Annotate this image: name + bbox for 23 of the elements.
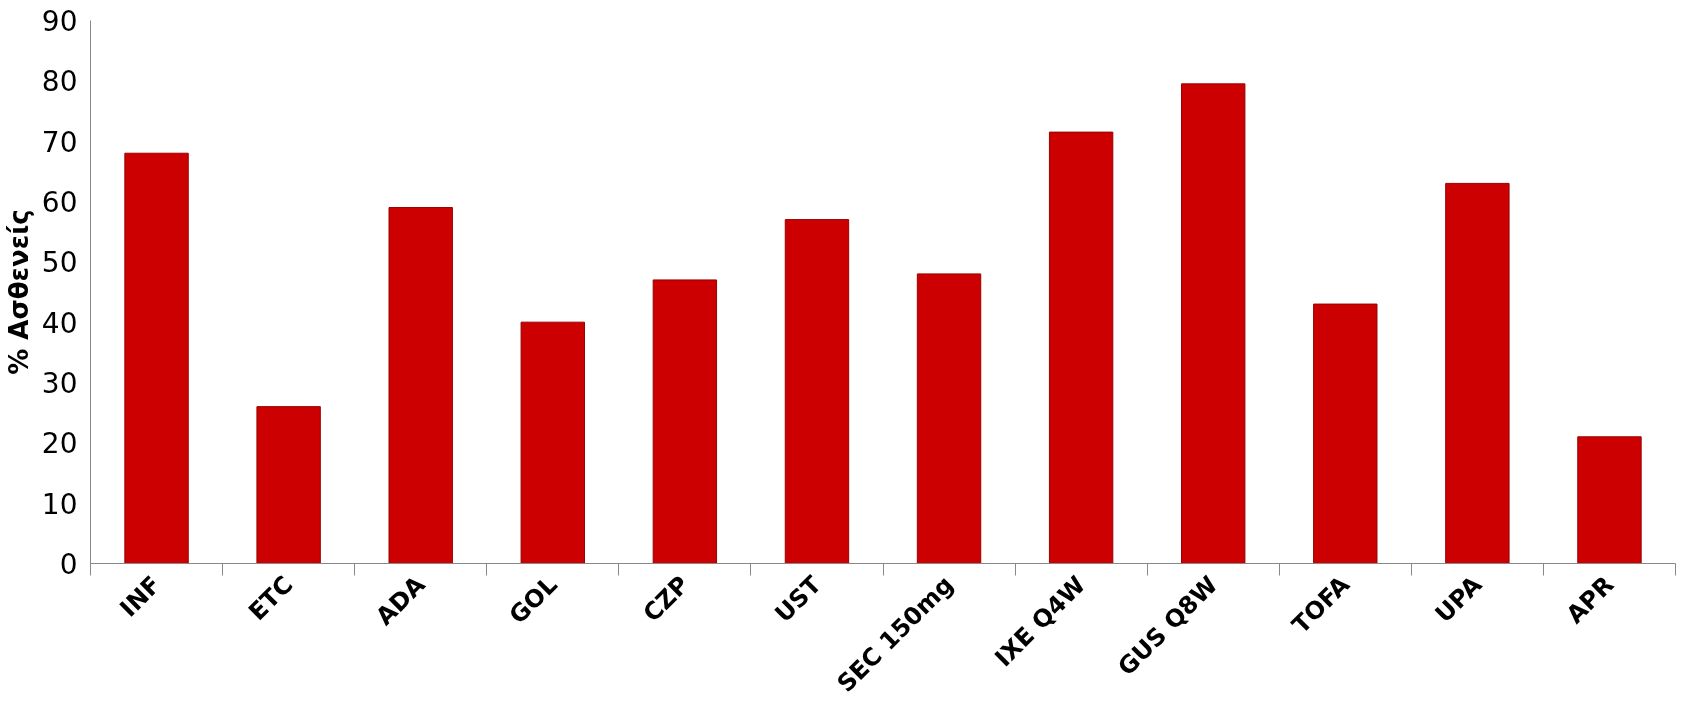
y-tick-label: 30 [41, 367, 78, 400]
y-tick-label: 90 [41, 5, 78, 38]
bar [1445, 182, 1510, 564]
bar [1181, 83, 1246, 564]
y-tick-label: 40 [41, 306, 78, 340]
bar [256, 406, 321, 564]
y-tick-label: 0 [59, 548, 78, 581]
y-tick-label: 60 [41, 186, 78, 219]
y-tick-label: 80 [41, 65, 78, 99]
bar [916, 273, 982, 564]
bar [520, 321, 585, 564]
y-tick-label: 70 [41, 125, 78, 159]
bar [784, 219, 850, 564]
bar [388, 207, 453, 564]
bar [652, 279, 718, 564]
y-axis-title: % Ασθενείς [3, 209, 34, 375]
bar [1577, 436, 1642, 564]
bar [124, 152, 189, 564]
y-tick-label: 10 [41, 487, 78, 521]
bar [1048, 131, 1114, 564]
y-tick-label: 20 [41, 427, 78, 461]
bar [1313, 303, 1378, 564]
y-tick-label: 50 [41, 246, 78, 280]
